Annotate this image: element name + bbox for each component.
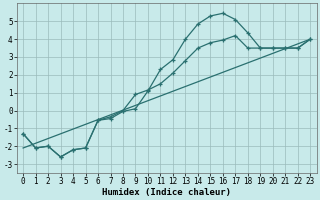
X-axis label: Humidex (Indice chaleur): Humidex (Indice chaleur) bbox=[102, 188, 231, 197]
